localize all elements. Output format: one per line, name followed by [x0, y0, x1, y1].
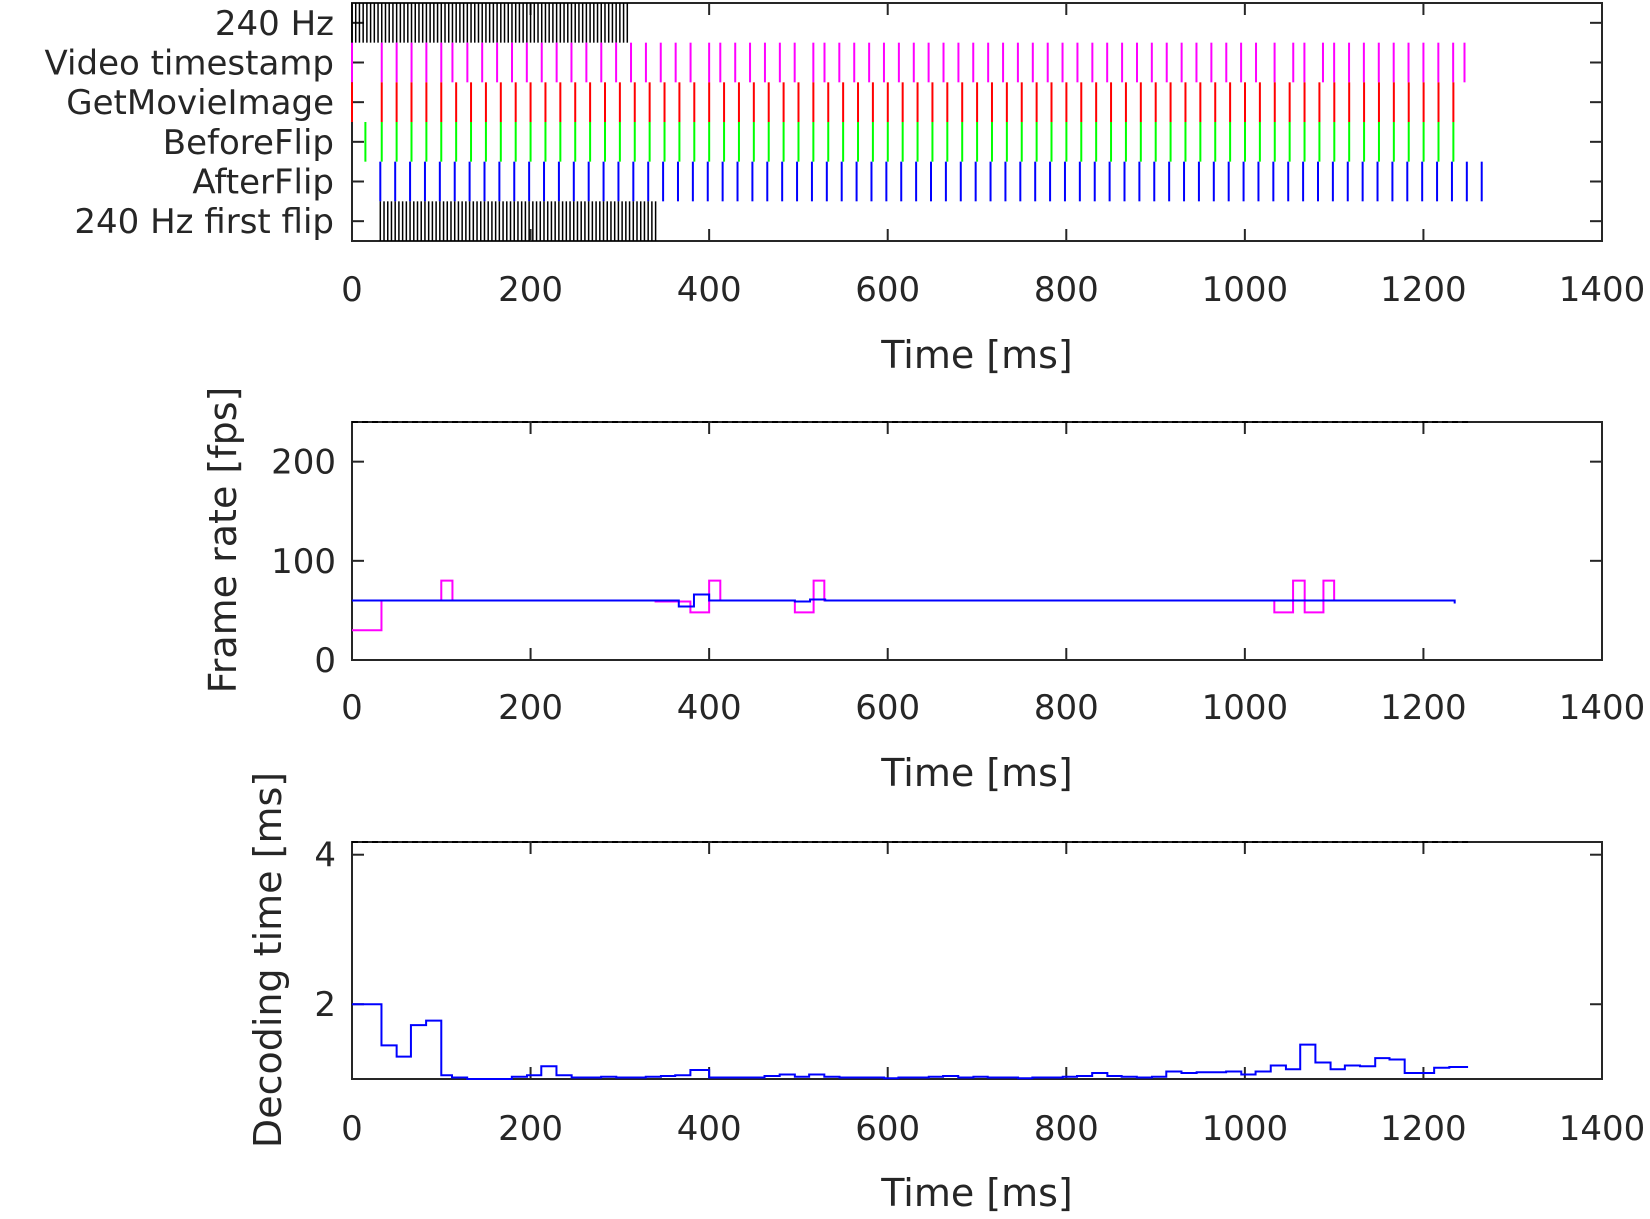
x-tick-label: 600: [855, 270, 920, 310]
row-label: 240 Hz first flip: [74, 202, 334, 242]
frame-rate-plot: 0 200 400 600 800 1000 1200 1400 0 100 200: [271, 421, 1646, 728]
x-tick-label: 600: [855, 1109, 920, 1149]
raster-x-axis-label: Time [ms]: [880, 333, 1073, 377]
x-tick-label: 800: [1034, 270, 1099, 310]
row-label: GetMovieImage: [66, 83, 334, 123]
x-tick-label: 200: [498, 1109, 563, 1149]
row-label: 240 Hz: [215, 4, 334, 44]
x-tick-label: 1400: [1559, 1109, 1646, 1149]
x-tick-label: 1000: [1202, 1109, 1289, 1149]
row-label: Video timestamp: [45, 44, 334, 84]
x-tick-label: 400: [677, 688, 742, 728]
row-label: BeforeFlip: [163, 123, 334, 163]
x-tick-label: 400: [677, 1109, 742, 1149]
x-tick-label: 400: [677, 270, 742, 310]
x-tick-label: 0: [341, 688, 363, 728]
x-tick-label: 1400: [1559, 270, 1646, 310]
frame-rate-x-axis-label: Time [ms]: [880, 751, 1073, 795]
x-tick-label: 200: [498, 270, 563, 310]
y-tick-label: 0: [314, 641, 336, 681]
x-tick-label: 800: [1034, 688, 1099, 728]
axes-box: [351, 421, 1603, 661]
y-tick-label: 100: [271, 542, 336, 582]
axes-box: [351, 841, 1603, 1080]
x-tick-label: 1200: [1380, 1109, 1467, 1149]
x-tick-label: 1200: [1380, 688, 1467, 728]
series-line: [352, 593, 1456, 608]
row-label: AfterFlip: [192, 163, 334, 203]
x-tick-label: 1200: [1380, 270, 1467, 310]
y-tick-label: 4: [314, 836, 336, 876]
x-tick-label: 0: [341, 1109, 363, 1149]
x-tick-label: 1000: [1202, 270, 1289, 310]
series-line: [352, 1003, 1469, 1080]
x-tick-label: 0: [341, 270, 363, 310]
x-tick-label: 1400: [1559, 688, 1646, 728]
series-line: [352, 579, 1455, 632]
decoding-x-axis-label: Time [ms]: [880, 1171, 1073, 1215]
x-tick-label: 1000: [1202, 688, 1289, 728]
decoding-time-plot: 0 200 400 600 800 1000 1200 1400 2 4: [314, 836, 1645, 1149]
x-tick-label: 600: [855, 688, 920, 728]
decoding-y-axis-label: Decoding time [ms]: [246, 772, 290, 1148]
frame-rate-y-axis-label: Frame rate [fps]: [201, 387, 245, 694]
y-tick-label: 2: [314, 985, 336, 1025]
y-tick-label: 200: [271, 443, 336, 483]
x-tick-label: 800: [1034, 1109, 1099, 1149]
x-tick-label: 200: [498, 688, 563, 728]
